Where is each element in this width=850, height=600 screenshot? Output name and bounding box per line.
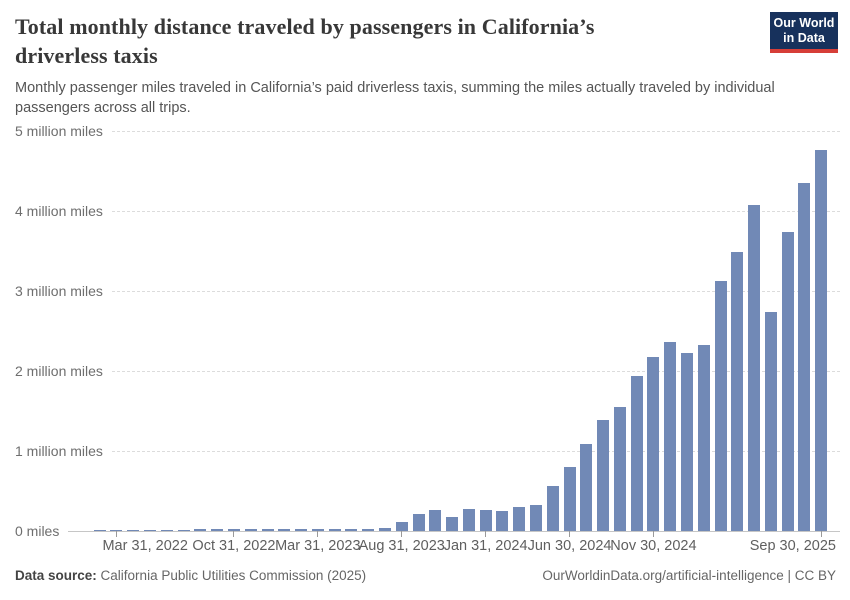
- gridline-row: 3 million miles: [15, 281, 840, 301]
- x-axis-label: Mar 31, 2023: [275, 538, 361, 554]
- gridline: [111, 210, 840, 212]
- data-source: Data source: California Public Utilities…: [15, 568, 366, 583]
- x-axis-tick: [569, 531, 571, 537]
- data-source-text: California Public Utilities Commission (…: [100, 568, 367, 583]
- bar-jan-2023[interactable]: [278, 529, 291, 531]
- bar-jun-2023[interactable]: [362, 528, 375, 531]
- x-axis-label: Oct 31, 2022: [192, 538, 276, 554]
- bar-oct-2022[interactable]: [227, 529, 240, 531]
- x-axis-tick: [317, 531, 319, 537]
- x-axis-tick: [485, 531, 487, 537]
- bar-may-2025[interactable]: [748, 205, 761, 531]
- gridline-row: 2 million miles: [15, 361, 840, 381]
- data-source-label: Data source:: [15, 568, 97, 583]
- owid-credit-link[interactable]: OurWorldinData.org/artificial-intelligen…: [542, 568, 836, 583]
- x-axis-tick: [652, 531, 654, 537]
- owid-logo-text-line2: in Data: [783, 30, 825, 45]
- bar-mar-2022[interactable]: [110, 530, 123, 531]
- bar-feb-2023[interactable]: [295, 529, 308, 531]
- bar-may-2024[interactable]: [546, 486, 559, 531]
- bar-apr-2023[interactable]: [328, 529, 341, 531]
- bar-feb-2022[interactable]: [93, 530, 106, 531]
- bar-dec-2024[interactable]: [664, 342, 677, 531]
- chart-title-line1: Total monthly distance traveled by passe…: [15, 14, 595, 39]
- chart-title-line2: driverless taxis: [15, 43, 158, 69]
- bar-feb-2024[interactable]: [496, 511, 509, 531]
- x-axis-label: Mar 31, 2022: [102, 538, 188, 554]
- bar-sep-2025[interactable]: [815, 150, 828, 531]
- x-axis-tick: [115, 531, 117, 537]
- gridline: [111, 290, 840, 292]
- bar-apr-2024[interactable]: [529, 504, 542, 531]
- bar-jan-2024[interactable]: [479, 510, 492, 531]
- bar-jun-2024[interactable]: [563, 467, 576, 531]
- bar-apr-2022[interactable]: [127, 530, 140, 531]
- bar-jul-2024[interactable]: [580, 443, 593, 531]
- bar-mar-2025[interactable]: [714, 281, 727, 531]
- bar-jun-2022[interactable]: [160, 529, 173, 531]
- bar-feb-2025[interactable]: [697, 344, 710, 531]
- y-axis-label: 0 miles: [15, 523, 60, 539]
- bar-sep-2023[interactable]: [412, 514, 425, 531]
- x-axis-tick: [820, 531, 822, 537]
- bar-mar-2023[interactable]: [311, 529, 324, 531]
- x-axis-label: Sep 30, 2025: [749, 538, 836, 554]
- bar-nov-2022[interactable]: [244, 528, 257, 531]
- bar-aug-2023[interactable]: [395, 522, 408, 531]
- x-axis-tick: [401, 531, 403, 537]
- gridline-row: 5 million miles: [15, 121, 840, 141]
- bar-nov-2024[interactable]: [647, 357, 660, 531]
- bar-may-2023[interactable]: [345, 528, 358, 531]
- owid-logo[interactable]: Our World in Data: [770, 12, 838, 53]
- bar-dec-2022[interactable]: [261, 529, 274, 531]
- bar-aug-2025[interactable]: [798, 183, 811, 531]
- gridline: [111, 370, 840, 372]
- y-axis-label: 2 million miles: [15, 363, 103, 379]
- bar-jan-2025[interactable]: [681, 352, 693, 531]
- bar-apr-2025[interactable]: [731, 251, 744, 531]
- bar-aug-2022[interactable]: [194, 529, 207, 531]
- bar-oct-2023[interactable]: [429, 510, 442, 531]
- gridline-row: 0 miles: [15, 521, 840, 541]
- chart-footer: Data source: California Public Utilities…: [15, 568, 836, 583]
- y-axis-label: 3 million miles: [15, 283, 103, 299]
- x-axis-line: [68, 530, 840, 532]
- y-axis-label: 4 million miles: [15, 203, 103, 219]
- bar-nov-2023[interactable]: [446, 516, 459, 531]
- gridline-row: 4 million miles: [15, 201, 840, 221]
- y-axis-label: 1 million miles: [15, 443, 103, 459]
- bar-jun-2025[interactable]: [764, 311, 777, 531]
- owid-logo-text-line1: Our World: [773, 15, 835, 30]
- bar-may-2022[interactable]: [144, 530, 157, 531]
- x-axis-tick: [233, 531, 235, 537]
- x-axis-label: Aug 31, 2023: [358, 538, 445, 554]
- bar-dec-2023[interactable]: [462, 509, 475, 531]
- x-axis-label: Nov 30, 2024: [610, 538, 697, 554]
- bar-jul-2023[interactable]: [378, 527, 391, 531]
- bar-jul-2025[interactable]: [781, 231, 794, 531]
- chart-title: Total monthly distance traveled by passe…: [15, 12, 735, 70]
- gridline-row: 1 million miles: [15, 441, 840, 461]
- y-axis-label: 5 million miles: [15, 123, 103, 139]
- x-axis-label: Jun 30, 2024: [527, 538, 612, 554]
- bar-aug-2024[interactable]: [597, 419, 610, 531]
- gridline: [111, 130, 840, 132]
- x-axis-label: Jan 31, 2024: [443, 538, 528, 554]
- bar-mar-2024[interactable]: [513, 507, 526, 531]
- gridline: [111, 450, 840, 452]
- chart-subtitle: Monthly passenger miles traveled in Cali…: [15, 80, 775, 116]
- bar-sep-2024[interactable]: [613, 407, 626, 531]
- bar-oct-2024[interactable]: [630, 375, 643, 531]
- bar-jul-2022[interactable]: [177, 529, 190, 531]
- bar-sep-2022[interactable]: [211, 529, 224, 531]
